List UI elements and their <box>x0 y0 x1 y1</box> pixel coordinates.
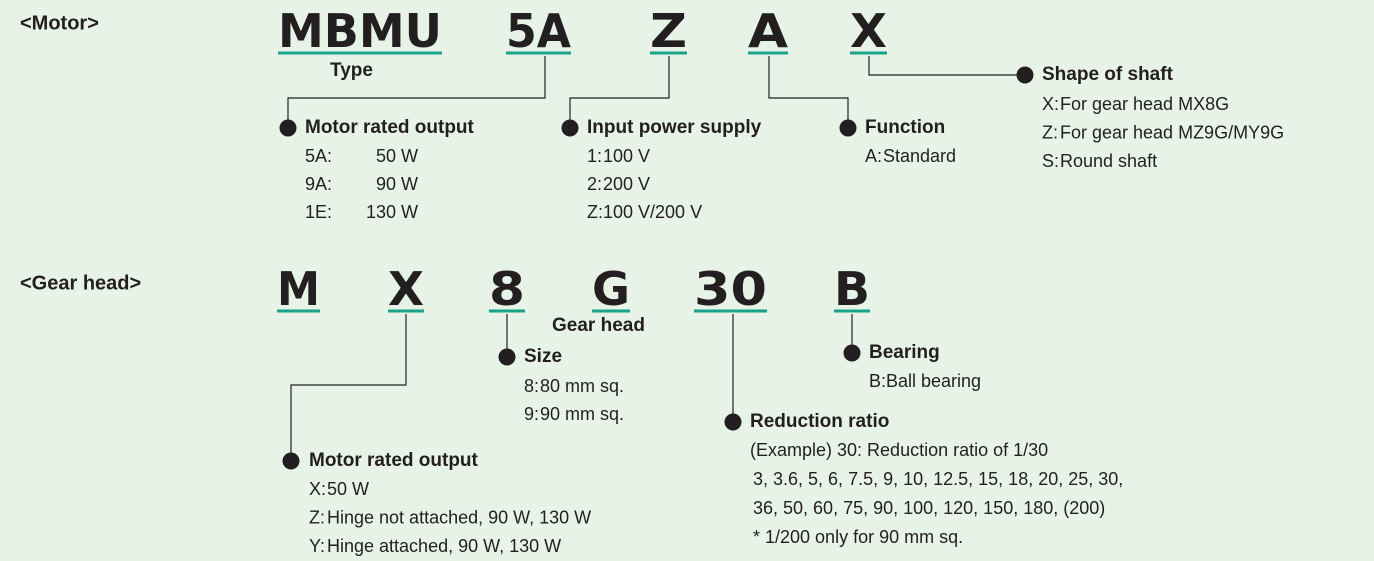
bullet <box>724 413 742 431</box>
code: A <box>748 4 788 58</box>
item-text: For gear head MZ9G/MY9G <box>1060 122 1284 142</box>
item-text: Round shaft <box>1060 151 1157 171</box>
code: X <box>850 4 887 58</box>
connector <box>569 56 670 120</box>
bullet <box>561 119 579 137</box>
code: M <box>277 262 320 316</box>
item-code: Y: <box>309 536 325 556</box>
item-code: 2: <box>587 174 602 194</box>
item-text: 100 V/200 V <box>603 202 702 222</box>
bullet <box>843 344 861 362</box>
bullet <box>498 348 516 366</box>
connector <box>287 56 546 120</box>
code: G <box>592 262 630 316</box>
item-code: 1E: <box>305 202 332 222</box>
item-text: Standard <box>883 146 956 166</box>
section-label: <Motor> <box>20 12 99 34</box>
item-code: 9A: <box>305 174 332 194</box>
item-line: (Example) 30: Reduction ratio of 1/30 <box>750 440 1048 460</box>
item-code: Z: <box>309 507 325 527</box>
code: 30 <box>694 262 767 316</box>
section-label: <Gear head> <box>20 272 141 294</box>
item-code: Z: <box>1042 122 1058 142</box>
code: MBMU <box>278 4 442 58</box>
group-title: Input power supply <box>587 117 762 138</box>
item-code: 9: <box>524 404 539 424</box>
item-text: Ball bearing <box>886 371 981 391</box>
item-line: * 1/200 only for 90 mm sq. <box>753 527 963 547</box>
group-title: Motor rated output <box>305 117 475 138</box>
code: 8 <box>489 262 525 316</box>
group-title: Function <box>865 117 945 138</box>
item-text: 50 W <box>376 146 418 166</box>
connector <box>290 314 407 453</box>
item-text: For gear head MX8G <box>1060 94 1229 114</box>
item-code: 5A: <box>305 146 332 166</box>
item-text: 50 W <box>327 479 369 499</box>
group-title: Motor rated output <box>309 450 479 471</box>
code: B <box>834 262 870 316</box>
code: X <box>388 262 424 316</box>
item-text: Hinge attached, 90 W, 130 W <box>327 536 561 556</box>
group-title: Size <box>524 346 562 367</box>
type-label: Type <box>330 60 373 81</box>
item-text: 90 mm sq. <box>540 404 624 424</box>
bullet <box>279 119 297 137</box>
item-code: X: <box>1042 94 1059 114</box>
item-text: 90 W <box>376 174 418 194</box>
item-text: 200 V <box>603 174 650 194</box>
item-code: S: <box>1042 151 1059 171</box>
group-title: Shape of shaft <box>1042 64 1174 85</box>
connector <box>768 56 849 120</box>
code: Z <box>650 4 687 58</box>
item-code: 8: <box>524 376 539 396</box>
connectors <box>287 56 1018 453</box>
item-code: B: <box>869 371 886 391</box>
group-title: Bearing <box>869 342 940 363</box>
item-text: 130 W <box>366 202 418 222</box>
item-code: 1: <box>587 146 602 166</box>
connector <box>868 56 1018 76</box>
item-code: Z: <box>587 202 603 222</box>
group-title: Reduction ratio <box>750 411 889 432</box>
item-text: 100 V <box>603 146 650 166</box>
bullet <box>839 119 857 137</box>
bullet <box>282 452 300 470</box>
item-line: 36, 50, 60, 75, 90, 100, 120, 150, 180, … <box>753 498 1105 518</box>
item-code: A: <box>865 146 882 166</box>
code: 5A <box>506 4 571 58</box>
item-line: 3, 3.6, 5, 6, 7.5, 9, 10, 12.5, 15, 18, … <box>753 469 1123 489</box>
bullet <box>1016 66 1034 84</box>
type-label: Gear head <box>552 315 645 336</box>
item-text: Hinge not attached, 90 W, 130 W <box>327 507 591 527</box>
item-text: 80 mm sq. <box>540 376 624 396</box>
item-code: X: <box>309 479 326 499</box>
